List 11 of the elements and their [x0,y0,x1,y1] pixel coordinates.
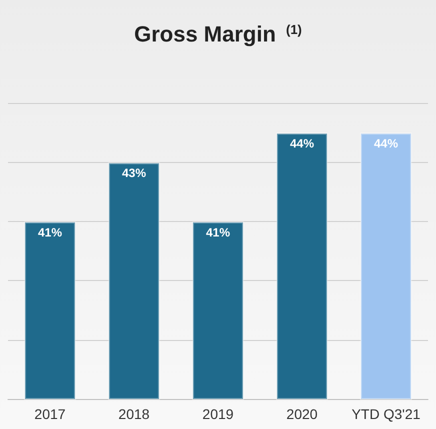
x-tick-label: 2019 [202,406,234,422]
chart-title: Gross Margin (1) [134,22,302,46]
data-label: 41% [38,225,62,240]
data-label: 44% [290,136,314,151]
x-tick-label: 2017 [34,406,66,422]
data-label: 44% [374,136,398,151]
data-label: 43% [122,166,146,180]
x-tick-label: YTD Q3'21 [352,406,421,422]
data-label: 41% [206,225,230,240]
x-tick-label: 2018 [118,406,150,422]
x-tick-label: 2020 [286,406,318,422]
